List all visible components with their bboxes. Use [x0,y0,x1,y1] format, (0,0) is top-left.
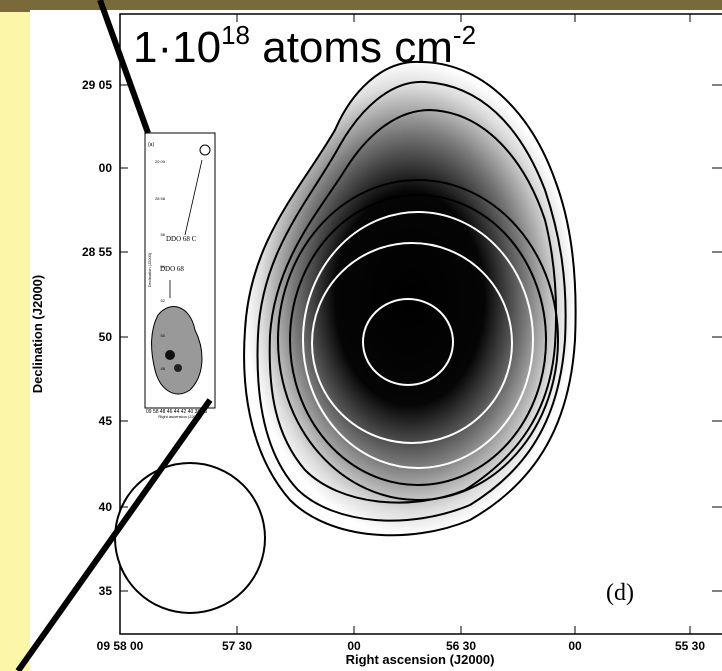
beam [114,462,266,614]
y-axis-label: Declination (J2000) [30,275,45,394]
inset-label-c: DDO 68 C [166,235,197,243]
y-tick-label: 00 [99,161,113,175]
inset-y-tick-label: 54 [161,264,166,269]
headline-base: 1·10 [133,23,221,72]
inset-panel-label: (a) [148,142,154,148]
y-tick-label: 45 [99,414,113,428]
inset-y-tick-label: 52 [161,298,166,303]
panel-label: (d) [606,580,634,606]
inset-y-tick-label: 29 00 [155,159,166,164]
inset-x-label: Right ascension (J2000) [158,414,202,419]
inset-galaxy [151,306,203,395]
inset-ddo68c [199,144,211,156]
inset-y-tick-label: 50 [161,333,166,338]
x-tick-label: 55 30 [675,639,705,653]
inset-x-ticks: 09 58 48 46 44 42 40 38 36 [146,409,207,415]
zoom-line [97,0,151,135]
headline-unit-exp: -2 [453,20,476,50]
x-tick-label: 57 30 [222,639,252,653]
x-tick-label: 00 [568,639,582,653]
headline-exp: 18 [221,20,250,50]
photo-strip [0,0,722,12]
zoom-line [15,398,213,671]
y-tick-label: 28 55 [82,245,112,259]
inset-arrow [184,159,203,236]
x-tick-label: 09 58 00 [97,639,144,653]
x-tick-label: 00 [347,639,361,653]
y-tick-label: 40 [99,500,113,514]
y-tick-label: 35 [99,584,113,598]
headline: 1·1018 atoms cm-2 [133,20,476,72]
inset-core [174,364,182,372]
x-axis-label: Right ascension (J2000) [346,652,495,667]
inset-core [165,350,175,360]
inset-y-tick-label: 56 [161,232,166,237]
headline-unit: atoms cm [250,23,453,72]
inset-y-tick-label: 48 [161,366,166,371]
inset-y-label: Declination (J2000) [147,252,152,287]
y-tick-label: 50 [99,330,113,344]
y-tick-label: 29 05 [82,78,112,92]
inset-label: DDO 68 [160,265,184,273]
plot-frame [119,13,722,635]
inset-y-tick-label: 28 58 [155,196,166,201]
x-tick-label: 56 30 [446,639,476,653]
contours [256,80,567,522]
